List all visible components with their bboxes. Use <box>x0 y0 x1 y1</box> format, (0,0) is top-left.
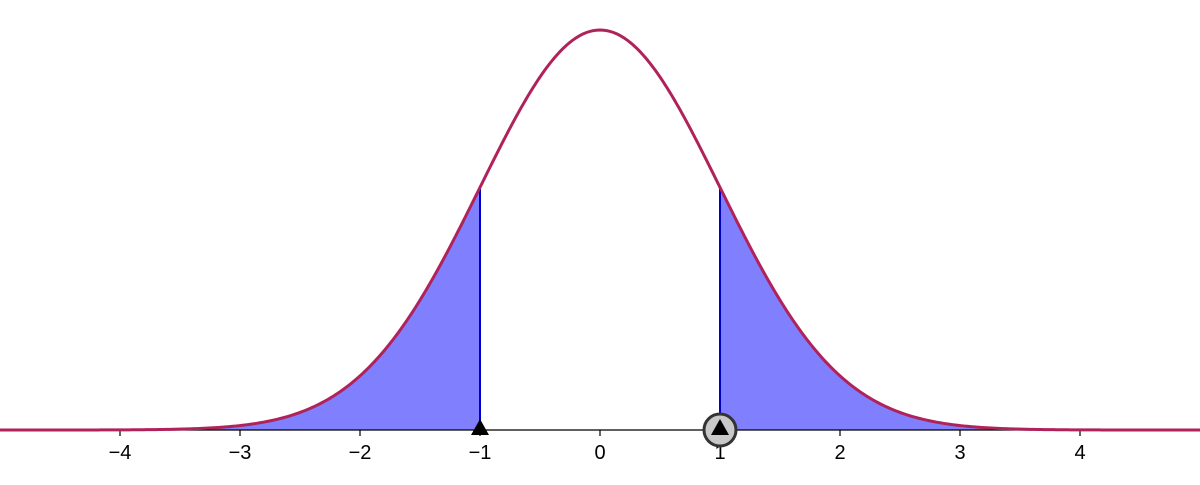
normal-density-curve <box>0 28 1200 432</box>
x-tick-label: −3 <box>229 442 252 464</box>
x-axis: −4 −3 −2 −1 0 1 2 3 4 <box>0 429 1200 464</box>
x-tick-label: 0 <box>594 442 605 464</box>
density-curve-layer <box>0 28 1200 432</box>
left-bound-handle[interactable] <box>471 419 489 435</box>
x-tick-label: 4 <box>1074 442 1085 464</box>
shaded-tail-regions <box>0 187 1200 430</box>
x-tick-label: −2 <box>349 442 372 464</box>
x-tick-label: −4 <box>109 442 132 464</box>
triangle-handle-icon <box>711 419 729 435</box>
right-bound-handle[interactable] <box>702 412 738 448</box>
x-tick-label: 1 <box>714 442 725 464</box>
x-tick-label: 3 <box>954 442 965 464</box>
boundary-lines <box>479 187 721 430</box>
x-tick-label: 2 <box>834 442 845 464</box>
right-tail-shaded-area <box>720 187 1200 430</box>
triangle-handle-icon <box>471 419 489 435</box>
left-tail-shaded-area <box>0 187 480 430</box>
boundary-markers[interactable] <box>471 412 738 448</box>
x-tick-label: −1 <box>469 442 492 464</box>
